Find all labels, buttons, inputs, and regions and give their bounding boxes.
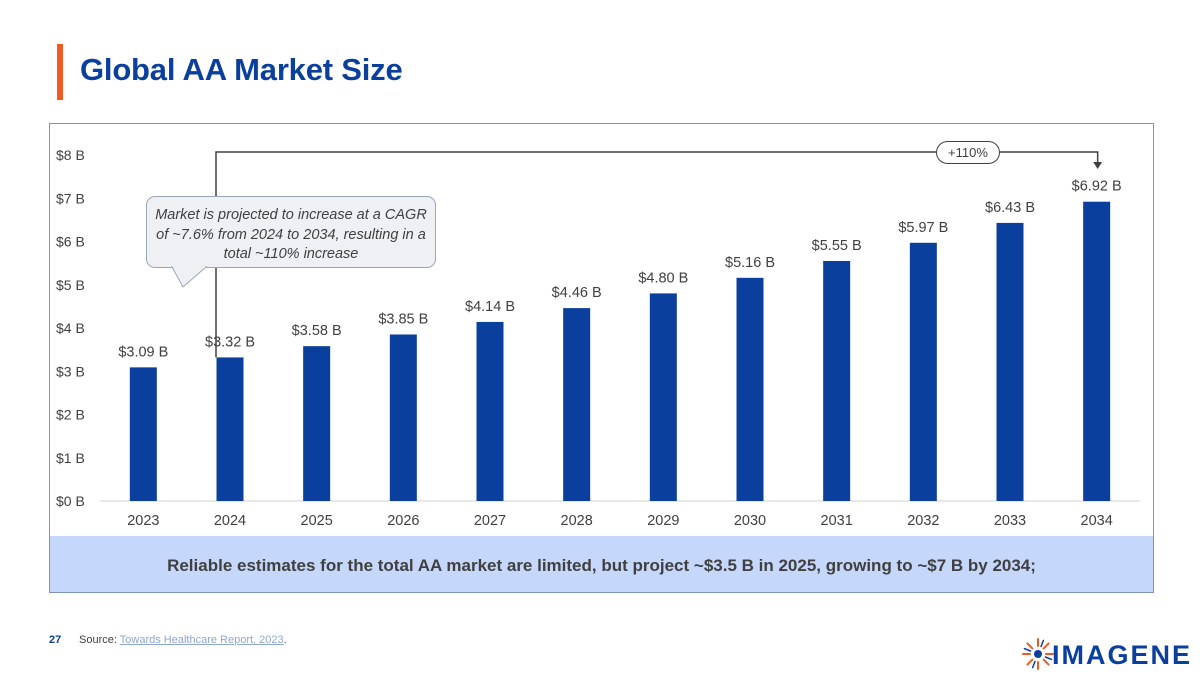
y-tick-label: $3 B bbox=[56, 363, 85, 379]
x-tick-label: 2028 bbox=[561, 513, 593, 529]
increase-badge: +110% bbox=[936, 141, 1000, 164]
source-prefix: Source: bbox=[79, 634, 120, 646]
data-label: $6.92 B bbox=[1072, 179, 1122, 195]
logo-wordmark: IMAGENE bbox=[1052, 640, 1193, 670]
y-tick-label: $5 B bbox=[56, 277, 85, 293]
source-link[interactable]: Towards Healthcare Report, 2023 bbox=[119, 634, 284, 646]
bar bbox=[129, 367, 157, 501]
data-label: $3.32 B bbox=[205, 334, 255, 350]
summary-band bbox=[50, 536, 1153, 592]
y-tick-label: $2 B bbox=[56, 407, 85, 423]
x-tick-label: 2024 bbox=[214, 513, 246, 529]
imagene-logo bbox=[1022, 638, 1054, 670]
x-tick-label: 2032 bbox=[907, 513, 939, 529]
bar bbox=[389, 334, 417, 501]
x-tick-label: 2025 bbox=[301, 513, 333, 529]
data-label: $3.09 B bbox=[118, 344, 168, 360]
y-tick-label: $1 B bbox=[56, 450, 85, 466]
bar bbox=[996, 222, 1024, 501]
bar bbox=[303, 346, 331, 501]
source-note: Source: Towards Healthcare Report, 2023. bbox=[79, 634, 287, 646]
bar bbox=[823, 260, 851, 501]
bar bbox=[736, 277, 764, 501]
cagr-callout bbox=[146, 196, 436, 268]
x-tick-label: 2026 bbox=[387, 513, 419, 529]
logo-burst-icon bbox=[1022, 638, 1054, 670]
page-title: Global AA Market Size bbox=[80, 52, 403, 87]
summary-text: Reliable estimates for the total AA mark… bbox=[167, 556, 1036, 575]
x-tick-label: 2033 bbox=[994, 513, 1026, 529]
x-tick-label: 2027 bbox=[474, 513, 506, 529]
bar bbox=[649, 293, 677, 501]
data-label: $3.58 B bbox=[292, 323, 342, 339]
data-label: $3.85 B bbox=[378, 311, 428, 327]
bar bbox=[216, 357, 244, 501]
x-tick-label: 2031 bbox=[821, 513, 853, 529]
y-tick-label: $4 B bbox=[56, 320, 85, 336]
data-label: $5.97 B bbox=[898, 220, 948, 236]
page-number: 27 bbox=[49, 634, 62, 646]
y-tick-label: $7 B bbox=[56, 190, 85, 206]
data-label: $5.16 B bbox=[725, 255, 775, 271]
cagr-callout-text: Market is projected to increase at a CAG… bbox=[155, 207, 427, 262]
data-label: $4.14 B bbox=[465, 299, 515, 315]
x-tick-label: 2030 bbox=[734, 513, 766, 529]
bar bbox=[909, 242, 937, 502]
data-label: $4.80 B bbox=[638, 270, 688, 286]
data-label: $6.43 B bbox=[985, 200, 1035, 216]
bar bbox=[563, 308, 591, 501]
source-suffix: . bbox=[283, 634, 287, 646]
y-tick-label: $6 B bbox=[56, 234, 85, 250]
increase-arrowhead bbox=[1093, 162, 1103, 169]
title-accent-bar bbox=[57, 44, 63, 100]
x-tick-label: 2023 bbox=[127, 513, 159, 529]
data-label: $4.46 B bbox=[552, 285, 602, 301]
y-tick-label: $8 B bbox=[56, 147, 85, 163]
x-tick-label: 2029 bbox=[647, 513, 679, 529]
x-tick-label: 2034 bbox=[1081, 513, 1113, 529]
bar bbox=[1083, 201, 1111, 501]
y-tick-label: $0 B bbox=[56, 493, 85, 509]
bar bbox=[476, 321, 504, 501]
data-label: $5.55 B bbox=[812, 238, 862, 254]
